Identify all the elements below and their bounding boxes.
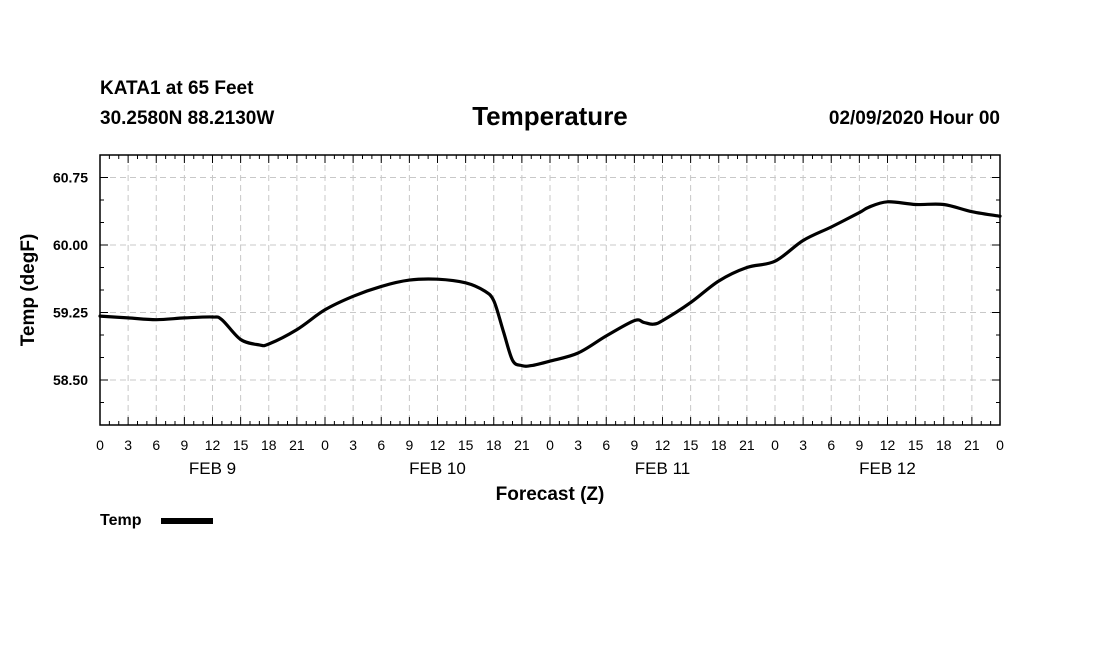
y-tick-label: 58.50 bbox=[53, 372, 88, 388]
x-tick-label: 3 bbox=[799, 437, 807, 453]
x-tick-label: 9 bbox=[630, 437, 638, 453]
temp-series-line bbox=[98, 200, 1002, 368]
data-layer bbox=[98, 200, 1002, 368]
x-tick-label: 18 bbox=[486, 437, 502, 453]
x-tick-label: 18 bbox=[261, 437, 277, 453]
legend-label: Temp bbox=[100, 512, 142, 529]
grid bbox=[100, 155, 1000, 425]
x-tick-label: 0 bbox=[771, 437, 779, 453]
y-tick-label: 60.75 bbox=[53, 170, 88, 186]
x-tick-label: 3 bbox=[574, 437, 582, 453]
y-tick-label: 60.00 bbox=[53, 237, 88, 253]
x-tick-label: 12 bbox=[205, 437, 221, 453]
x-tick-label: 6 bbox=[602, 437, 610, 453]
plot-frame bbox=[99, 154, 1001, 426]
x-tick-label: 6 bbox=[152, 437, 160, 453]
day-label: FEB 11 bbox=[635, 459, 690, 478]
x-tick-label: 12 bbox=[655, 437, 671, 453]
x-tick-label: 6 bbox=[827, 437, 835, 453]
location-label: 30.2580N 88.2130W bbox=[100, 108, 274, 129]
day-label: FEB 10 bbox=[409, 459, 466, 478]
x-tick-label: 21 bbox=[289, 437, 305, 453]
x-tick-label: 3 bbox=[349, 437, 357, 453]
x-tick-label: 0 bbox=[546, 437, 554, 453]
x-tick-label: 21 bbox=[514, 437, 530, 453]
y-axis-label: Temp (degF) bbox=[18, 234, 39, 347]
y-tick-labels: 58.50 59.25 60.00 60.75 bbox=[53, 170, 88, 389]
x-tick-label: 3 bbox=[124, 437, 132, 453]
x-tick-label: 15 bbox=[458, 437, 474, 453]
x-tick-label: 9 bbox=[405, 437, 413, 453]
chart-title: Temperature bbox=[472, 101, 628, 131]
x-tick-label: 18 bbox=[711, 437, 727, 453]
day-labels: FEB 9 FEB 10 FEB 11 FEB 12 bbox=[189, 459, 916, 478]
day-label: FEB 9 bbox=[189, 459, 236, 478]
x-tick-label: 12 bbox=[430, 437, 446, 453]
x-tick-label: 15 bbox=[908, 437, 924, 453]
x-tick-label: 0 bbox=[321, 437, 329, 453]
x-tick-label: 15 bbox=[683, 437, 699, 453]
x-tick-label: 9 bbox=[180, 437, 188, 453]
x-tick-label: 9 bbox=[855, 437, 863, 453]
y-tick-label: 59.25 bbox=[53, 305, 88, 321]
datetime-label: 02/09/2020 Hour 00 bbox=[829, 108, 1000, 129]
x-tick-label: 0 bbox=[996, 437, 1004, 453]
x-tick-labels: 0 3 6 9 12 15 18 21 0 3 6 9 12 15 18 21 0 3 6 9 12 15 18 21 0 3 6 9… bbox=[96, 437, 1004, 453]
legend: Temp bbox=[100, 512, 213, 529]
x-tick-label: 21 bbox=[739, 437, 755, 453]
x-tick-label: 0 bbox=[96, 437, 104, 453]
day-label: FEB 12 bbox=[859, 459, 916, 478]
x-tick-label: 6 bbox=[377, 437, 385, 453]
x-tick-label: 18 bbox=[936, 437, 952, 453]
station-label: KATA1 at 65 Feet bbox=[100, 78, 254, 99]
x-tick-label: 15 bbox=[233, 437, 249, 453]
x-tick-label: 21 bbox=[964, 437, 980, 453]
x-tick-label: 12 bbox=[880, 437, 896, 453]
x-axis-label: Forecast (Z) bbox=[496, 484, 605, 505]
